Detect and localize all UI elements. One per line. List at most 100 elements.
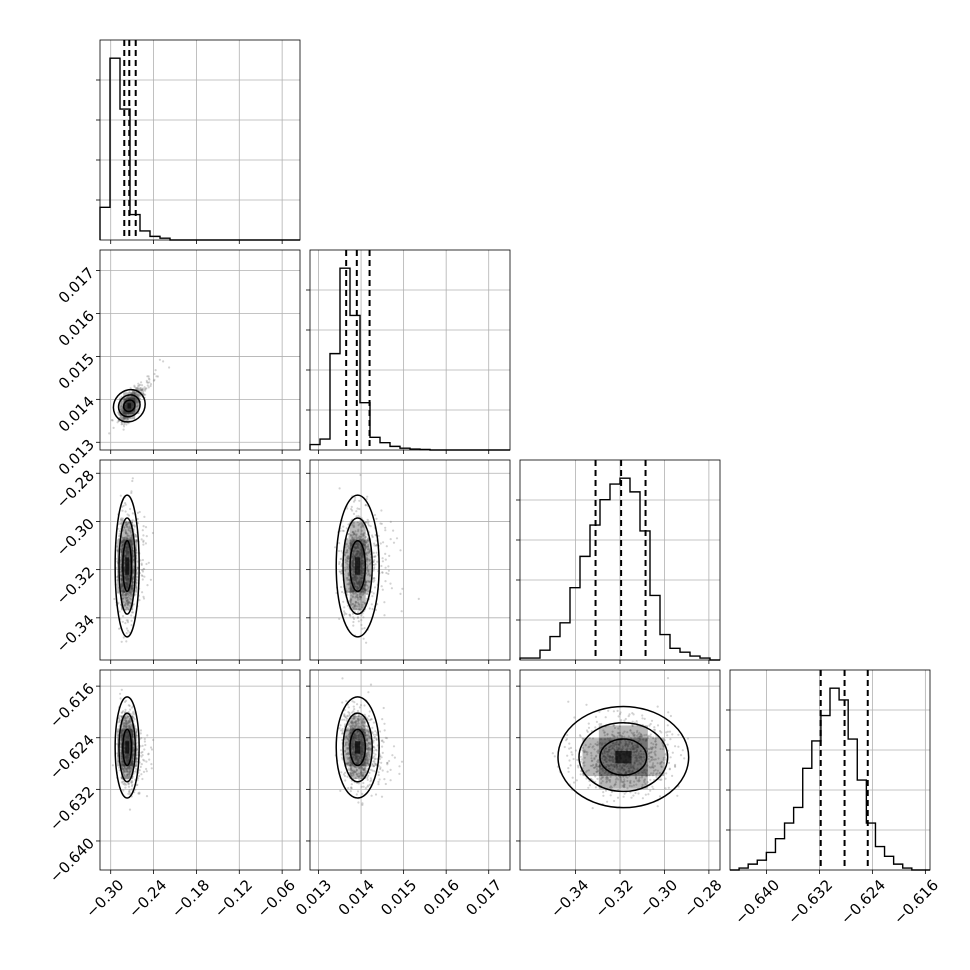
scatter-point [130,611,134,614]
scatter-point [369,574,372,577]
scatter-point [135,387,138,390]
scatter-point [135,393,138,396]
scatter-point [345,543,348,546]
scatter-point [354,722,357,725]
scatter-point [362,768,365,771]
scatter-point [124,603,127,606]
scatter-point [372,749,375,752]
scatter-point [130,534,133,537]
scatter-point [126,767,129,770]
scatter-point [368,783,371,786]
scatter-point [138,510,141,514]
scatter-point [367,746,370,749]
scatter-point [348,535,351,538]
scatter-point [347,751,350,754]
scatter-point [347,706,350,709]
scatter-point [380,564,383,568]
scatter-point [121,620,124,623]
scatter-point [137,382,140,385]
scatter-point [126,629,130,632]
scatter-point [127,704,130,707]
scatter-point [144,389,147,392]
scatter-point [125,599,128,603]
scatter-point [139,388,142,391]
scatter-point [339,570,342,573]
scatter-point [134,398,137,401]
scatter-point [369,742,372,746]
scatter-point [366,748,369,751]
scatter-point [346,752,349,756]
scatter-point [350,774,353,777]
density-cell [365,574,372,593]
scatter-point [125,522,128,526]
scatter-point [366,733,370,737]
scatter-point [360,592,363,595]
scatter-point [121,411,124,414]
scatter-point [126,418,129,421]
scatter-point [614,781,618,784]
density-cell [354,741,361,754]
scatter-point [120,715,123,718]
scatter-point [126,593,129,596]
scatter-point [358,595,361,598]
scatter-point [120,417,123,420]
scatter-point [354,725,357,728]
scatter-point [123,725,126,728]
scatter-point [129,598,132,601]
scatter-point [108,432,111,435]
scatter-point [388,554,391,558]
scatter-point [127,720,130,723]
scatter-point [353,525,356,529]
scatter-point [128,773,131,776]
scatter-point [136,401,140,404]
scatter-point [355,773,358,776]
scatter-point [137,394,140,397]
scatter-point [367,746,370,750]
scatter-point [381,751,384,755]
scatter-point [372,765,375,768]
scatter-point [381,769,384,772]
scatter-point [370,603,373,606]
scatter-point [121,770,125,773]
scatter-point [134,392,137,395]
scatter-point [366,717,369,720]
scatter-point [340,771,343,774]
scatter-point [125,592,128,596]
scatter-point [378,778,381,781]
scatter-point [365,554,369,557]
scatter-point [119,494,122,497]
scatter-point [358,609,361,612]
scatter-point [137,792,140,795]
contour-line [114,696,140,799]
density-cell [349,592,355,611]
scatter-point [127,783,130,786]
scatter-point [342,600,345,603]
scatter-point [349,790,352,793]
density-cell [123,397,128,404]
scatter-point [145,379,148,382]
scatter-point [120,404,123,407]
scatter-point [124,716,127,720]
scatter-point [364,771,367,774]
scatter-point [352,592,355,595]
scatter-point [375,733,378,736]
scatter-point [367,522,370,525]
scatter-point [119,521,122,525]
scatter-point [365,737,368,741]
scatter-point [125,596,128,599]
scatter-point [124,608,127,612]
scatter-point [346,549,349,552]
scatter-point [351,720,354,723]
scatter-point [139,389,142,392]
scatter-point [118,717,121,720]
scatter-point [125,419,128,422]
scatter-point [128,771,131,774]
scatter-point [127,537,130,540]
scatter-point [347,734,350,737]
scatter-point [360,766,363,770]
scatter-point [364,536,367,539]
scatter-point [361,726,364,729]
scatter-point [372,560,375,564]
scatter-point [123,766,126,769]
scatter-point [128,789,131,792]
